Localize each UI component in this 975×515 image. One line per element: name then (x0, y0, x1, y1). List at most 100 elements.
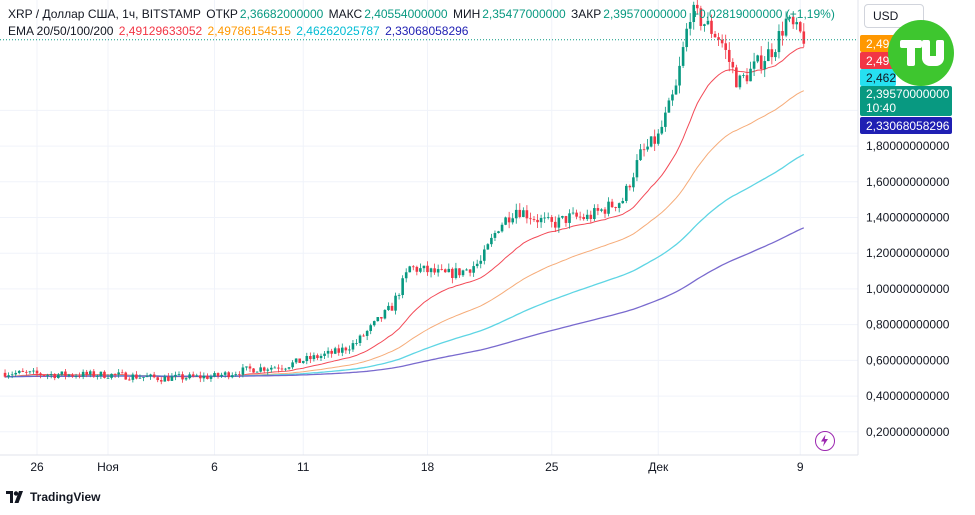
candle-body (774, 52, 777, 58)
price-tick-label: 1,40000000000 (866, 211, 950, 225)
candle-body (724, 43, 727, 50)
candle-body (195, 375, 199, 377)
change-value: +0,02819000000 (+1,19%) (692, 7, 835, 21)
close-tag-bg (860, 86, 952, 116)
candle-body (351, 343, 355, 350)
candle-body (525, 210, 529, 219)
ema-legend[interactable]: EMA 20/50/100/200 2,49129633052 2,497861… (8, 23, 470, 39)
candle-body (96, 375, 99, 377)
candle-body (372, 321, 376, 326)
candle-body (479, 260, 483, 264)
candle-body (589, 214, 593, 219)
candle-body (727, 49, 731, 62)
candle-body (696, 4, 699, 9)
candle-body (763, 61, 767, 70)
candle-body (174, 374, 177, 377)
candle-body (756, 55, 759, 62)
candle-body (568, 213, 571, 223)
candles (3, 0, 806, 385)
footer-brand-label: TradingView (30, 490, 101, 504)
tradingview-logo-icon (6, 491, 23, 503)
candle-body (394, 295, 397, 311)
candle-body (177, 374, 181, 376)
candle-body (621, 200, 625, 204)
candle-body (184, 378, 188, 380)
lightning-icon[interactable] (815, 431, 835, 451)
candle-body (397, 295, 401, 296)
candle-body (383, 310, 387, 319)
candle-body (319, 355, 323, 359)
candle-body (241, 367, 245, 375)
candle-body (710, 20, 713, 34)
price-axis[interactable]: 2,000000000001,800000000001,600000000001… (866, 103, 950, 438)
tradingview-logo-badge (888, 20, 954, 86)
candle-body (362, 335, 365, 337)
candle-body (124, 372, 128, 380)
candle-body (255, 371, 259, 373)
candle-body (529, 218, 532, 220)
candle-body (390, 305, 394, 311)
candle-body (791, 16, 795, 25)
candle-body (614, 207, 617, 208)
candle-body (209, 376, 213, 379)
candle-body (561, 216, 564, 218)
ema20-tag: 2,49 (860, 52, 896, 69)
candle-body (585, 214, 589, 220)
candle-body (504, 217, 507, 225)
candle-body (156, 377, 159, 381)
candle-body (500, 224, 504, 232)
candle-body (596, 208, 600, 211)
time-axis[interactable]: 26 Ноя 6 11 18 25 Дек 9 (30, 460, 804, 474)
candle-body (582, 216, 585, 220)
candle-body (440, 269, 443, 270)
candle-body (415, 266, 419, 272)
candle-body (202, 375, 206, 379)
candle-body (625, 185, 628, 201)
ema50-value: 2,49786154515 (207, 24, 291, 38)
candle-body (163, 376, 167, 382)
candle-body (671, 94, 674, 101)
candle-body (85, 371, 88, 375)
candle-body (738, 75, 742, 88)
candle-body (443, 269, 447, 273)
price-tick-label: 0,40000000000 (866, 389, 950, 403)
candle-body (603, 209, 607, 214)
candle-body (628, 185, 632, 188)
candle-body (699, 8, 703, 26)
candle-body (600, 209, 603, 211)
candle-body (465, 269, 468, 271)
ema20-tag-text: 2,49 (866, 54, 890, 68)
candle-body (309, 355, 312, 360)
low-value: 2,35477000000 (482, 7, 566, 21)
candle-body (25, 371, 28, 373)
candle-body (486, 244, 490, 250)
open-label: ОТКР (206, 7, 238, 21)
candle-body (199, 375, 202, 379)
candle-body (380, 317, 383, 319)
time-tick-label: 18 (421, 460, 435, 474)
candle-body (564, 216, 568, 223)
candle-body (17, 370, 21, 373)
candle-body (326, 350, 330, 354)
candle-body (74, 375, 78, 377)
candle-body (781, 31, 784, 36)
candle-body (341, 347, 344, 353)
footer-brand[interactable]: TradingView (6, 490, 100, 504)
close-tag-price: 2,39570000000 (866, 87, 950, 101)
candle-body (113, 373, 117, 375)
candle-body (688, 22, 692, 29)
candle-body (795, 22, 798, 25)
candle-body (493, 233, 497, 238)
candle-body (777, 31, 781, 53)
candle-body (426, 265, 429, 273)
candle-body (490, 237, 493, 245)
symbol-title[interactable]: XRP / Доллар США, 1ч, BITSTAMP (8, 7, 201, 21)
candle-body (546, 217, 550, 218)
candle-body (642, 149, 646, 151)
candle-body (617, 203, 621, 208)
candle-body (745, 75, 749, 82)
time-tick-label: Дек (648, 460, 669, 474)
candle-body (152, 374, 156, 378)
